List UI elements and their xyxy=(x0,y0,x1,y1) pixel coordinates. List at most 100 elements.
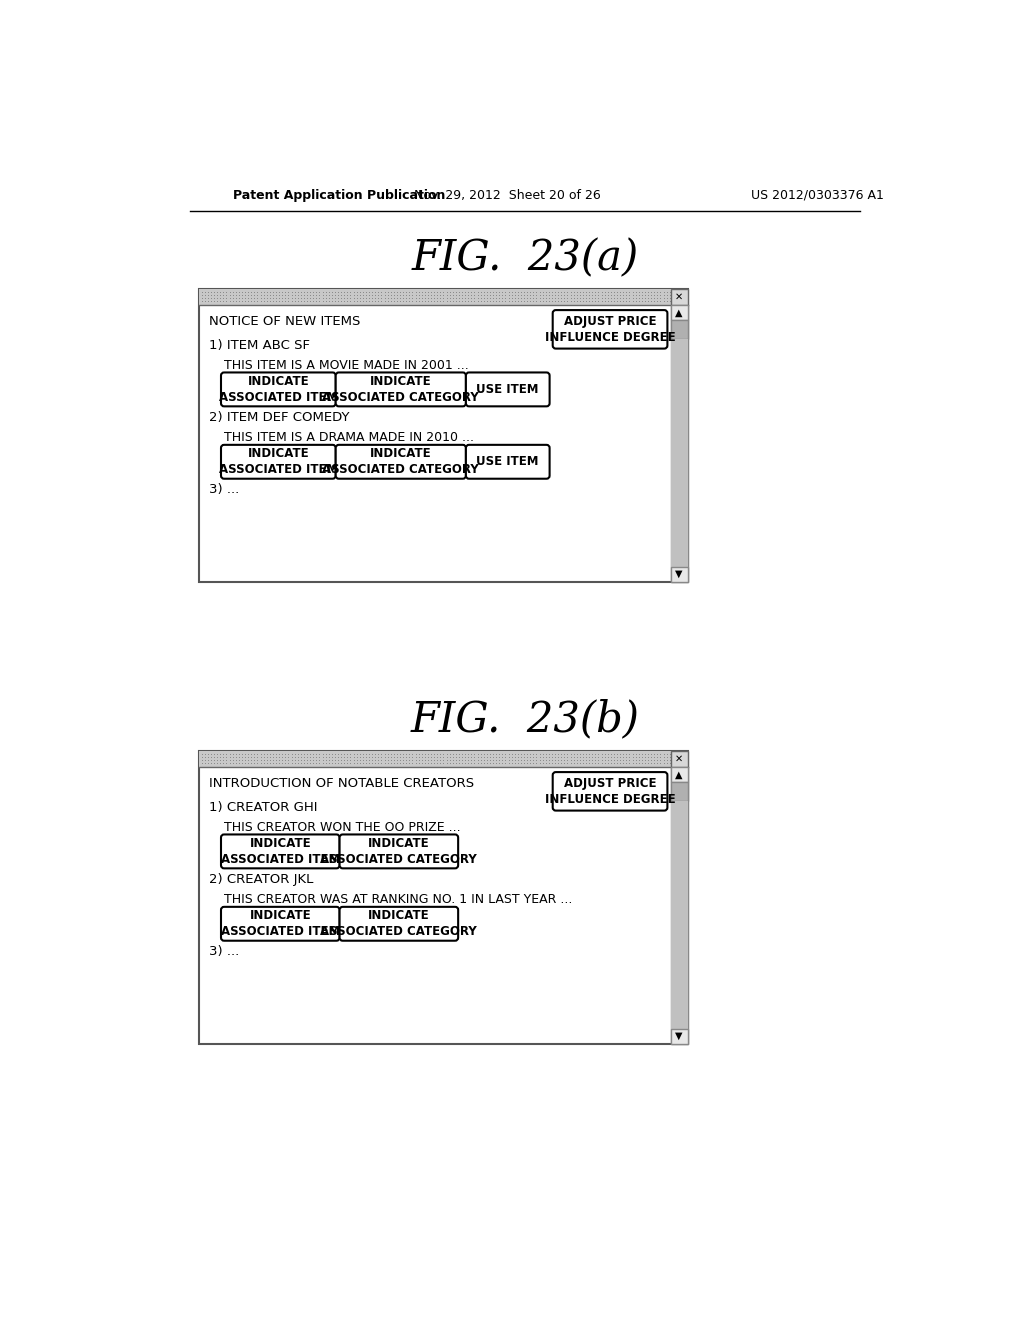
Point xyxy=(348,743,365,764)
Point xyxy=(556,281,572,302)
Point xyxy=(487,288,504,309)
Text: ▲: ▲ xyxy=(675,308,683,317)
Point xyxy=(206,752,222,774)
Point xyxy=(568,284,585,305)
Point xyxy=(451,281,467,302)
Point xyxy=(655,284,672,305)
Point xyxy=(246,281,262,302)
Point xyxy=(392,752,409,774)
Point xyxy=(643,746,659,767)
Point xyxy=(668,290,684,312)
Point xyxy=(438,284,455,305)
Point xyxy=(194,746,210,767)
Point xyxy=(460,746,476,767)
Point xyxy=(590,290,606,312)
Point xyxy=(218,290,234,312)
Point xyxy=(609,281,626,302)
Point xyxy=(221,290,238,312)
Point xyxy=(197,743,213,764)
Point xyxy=(484,290,501,312)
Point xyxy=(454,290,470,312)
Point xyxy=(299,284,315,305)
Point xyxy=(408,743,424,764)
Point xyxy=(671,746,687,767)
Point xyxy=(330,288,346,309)
Point xyxy=(655,281,672,302)
Point xyxy=(504,288,520,309)
Point xyxy=(398,746,415,767)
Text: INDICATE
ASSOCIATED CATEGORY: INDICATE ASSOCIATED CATEGORY xyxy=(323,447,479,477)
Point xyxy=(596,750,612,771)
Point xyxy=(287,290,303,312)
Point xyxy=(487,752,504,774)
Point xyxy=(284,281,300,302)
Point xyxy=(360,290,377,312)
Point xyxy=(290,290,306,312)
FancyBboxPatch shape xyxy=(221,907,340,941)
Point xyxy=(451,746,467,767)
Point xyxy=(392,743,409,764)
Point xyxy=(411,750,427,771)
Point xyxy=(420,290,436,312)
Point xyxy=(249,281,265,302)
Point xyxy=(538,284,554,305)
Point xyxy=(441,750,458,771)
Point xyxy=(593,290,609,312)
Point xyxy=(330,752,346,774)
Point xyxy=(311,290,328,312)
Point xyxy=(426,752,442,774)
Point xyxy=(472,750,488,771)
Point xyxy=(649,752,666,774)
Point xyxy=(432,746,449,767)
Point xyxy=(637,281,653,302)
Text: ✕: ✕ xyxy=(675,754,683,764)
Point xyxy=(287,743,303,764)
Point xyxy=(622,750,638,771)
Bar xyxy=(671,801,687,1028)
Point xyxy=(423,752,439,774)
Point xyxy=(469,284,485,305)
Point xyxy=(466,750,482,771)
Point xyxy=(590,752,606,774)
Point xyxy=(287,746,303,767)
Point xyxy=(423,750,439,771)
Point xyxy=(522,743,539,764)
Point xyxy=(504,746,520,767)
Point xyxy=(240,746,256,767)
Point xyxy=(550,284,566,305)
Point xyxy=(484,752,501,774)
Point xyxy=(357,290,374,312)
Point xyxy=(457,281,473,302)
Point xyxy=(634,750,650,771)
Point xyxy=(587,752,603,774)
Point xyxy=(501,290,517,312)
Point xyxy=(224,288,241,309)
Point xyxy=(435,281,452,302)
Point xyxy=(268,284,285,305)
Point xyxy=(233,284,250,305)
Point xyxy=(475,290,492,312)
Point xyxy=(581,750,597,771)
Point xyxy=(271,290,288,312)
Point xyxy=(492,288,508,309)
Point xyxy=(200,752,216,774)
Point xyxy=(429,752,445,774)
Point xyxy=(513,288,529,309)
Point xyxy=(463,281,479,302)
Point xyxy=(451,743,467,764)
Point xyxy=(628,290,644,312)
Point xyxy=(364,750,380,771)
Point xyxy=(420,750,436,771)
Point xyxy=(504,281,520,302)
Point xyxy=(492,750,508,771)
Point xyxy=(258,281,274,302)
Point xyxy=(293,746,309,767)
Point xyxy=(457,290,473,312)
Point xyxy=(330,290,346,312)
Point xyxy=(271,743,288,764)
Point xyxy=(370,746,386,767)
Point xyxy=(327,281,343,302)
Point xyxy=(357,746,374,767)
Point xyxy=(302,290,318,312)
Point xyxy=(522,288,539,309)
